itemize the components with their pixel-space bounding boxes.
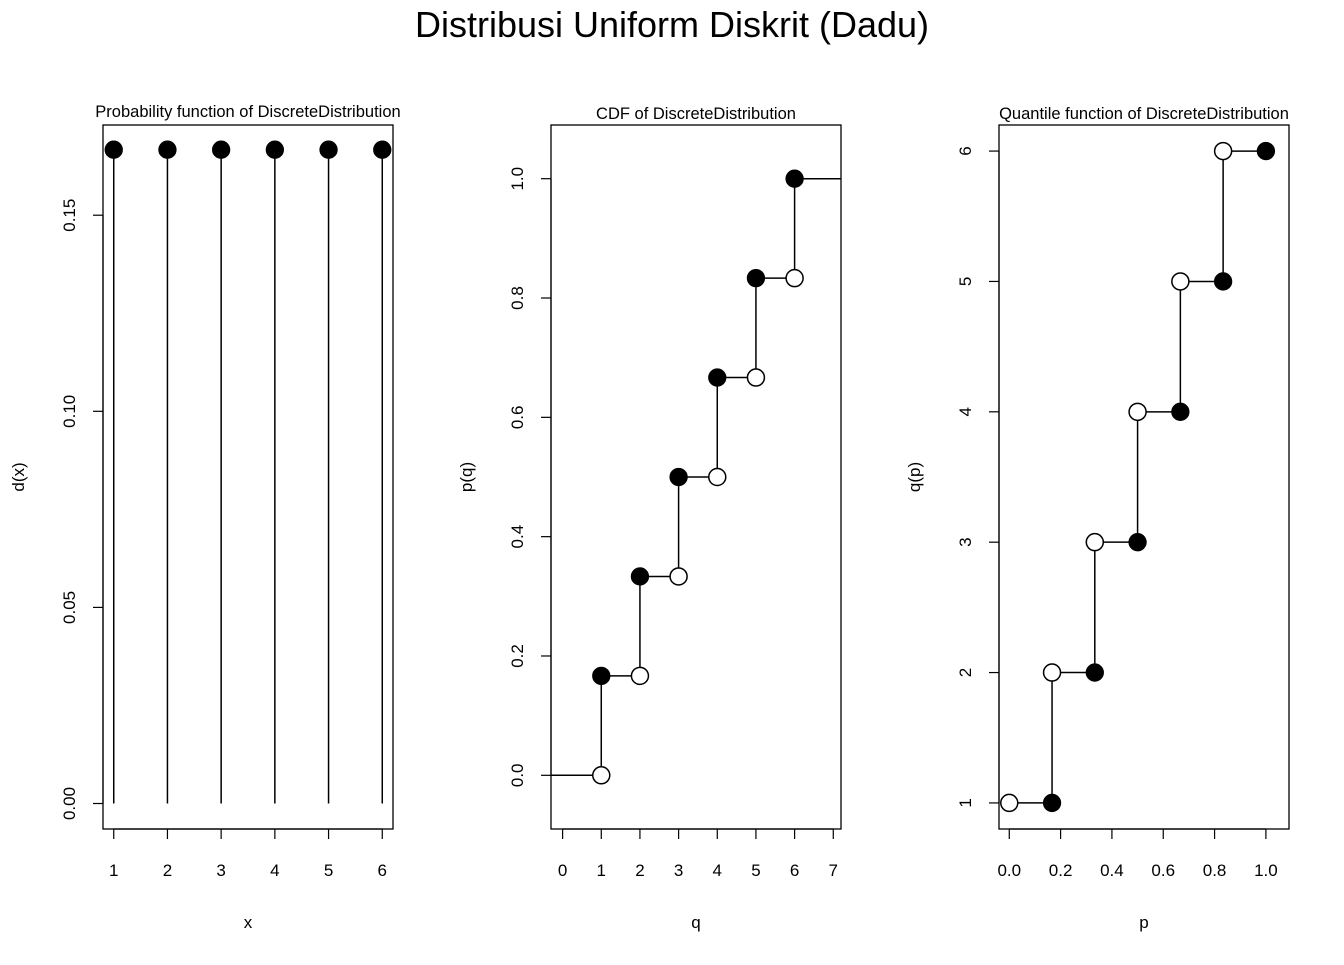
quantile-filled-point: [1042, 793, 1062, 813]
quantile-filled-point: [1128, 533, 1147, 552]
chart-title: Quantile function of DiscreteDistributio…: [999, 105, 1289, 123]
y-axis-label: p(q): [457, 462, 476, 492]
x-tick-label: 0.0: [997, 861, 1021, 880]
y-tick-label: 0.10: [60, 395, 79, 428]
x-axis: 1 2 3 4 5 6: [109, 828, 387, 880]
x-tick-label: 7: [829, 861, 838, 880]
quantile-filled-point: [1213, 272, 1233, 291]
y-tick-label: 0.2: [508, 644, 527, 668]
plot-frame: [998, 124, 1290, 830]
pmf-point: [373, 140, 392, 159]
quantile-open-point: [1128, 402, 1147, 422]
x-tick-label: 4: [713, 861, 722, 880]
chart-panels: Probability function of DiscreteDistribu…: [9, 103, 1290, 932]
x-axis-label: q: [691, 913, 700, 932]
x-tick-label: 6: [378, 861, 387, 880]
quantile-filled-point: [1256, 141, 1276, 161]
x-tick-label: 2: [635, 861, 644, 880]
pmf-point: [265, 140, 285, 159]
x-tick-label: 5: [324, 861, 333, 880]
cdf-open-point: [746, 368, 766, 387]
cdf-open-point: [785, 268, 804, 288]
y-tick-label: 1: [956, 798, 975, 807]
x-tick-label: 6: [790, 861, 799, 880]
quantile-open-point: [1213, 141, 1233, 161]
y-tick-label: 0.0: [508, 763, 527, 787]
y-tick-label: 1.0: [508, 167, 527, 191]
x-axis-label: x: [244, 913, 253, 932]
x-tick-label: 0: [558, 861, 567, 880]
x-tick-label: 0.2: [1049, 861, 1073, 880]
x-tick-label: 2: [163, 861, 172, 880]
cdf-open-point: [630, 666, 650, 686]
y-axis-label: d(x): [9, 462, 28, 491]
y-tick-label: 0.00: [60, 787, 79, 820]
chart-panel-3: Quantile function of DiscreteDistributio…: [905, 105, 1290, 932]
chart-panel-2: CDF of DiscreteDistribution q p(q) 0 1 2 3 4 5 6 7…: [457, 105, 842, 932]
quantile-filled-point: [1171, 402, 1190, 421]
cdf-filled-point: [708, 368, 727, 387]
figure-title: Distribusi Uniform Diskrit (Dadu): [415, 4, 929, 45]
pmf-point: [319, 140, 338, 159]
data-marks: [551, 169, 841, 785]
y-tick-label: 3: [956, 537, 975, 546]
x-axis: 0.0 0.2 0.4 0.6 0.8 1.0: [997, 828, 1278, 880]
quantile-open-point: [1171, 272, 1190, 291]
cdf-open-point: [669, 567, 688, 586]
y-axis-label: q(p): [905, 462, 924, 492]
y-axis: 1 2 3 4 5 6: [956, 146, 1000, 808]
y-tick-label: 6: [956, 146, 975, 155]
cdf-filled-point: [785, 169, 804, 188]
data-marks: [1000, 141, 1276, 813]
y-tick-label: 5: [956, 277, 975, 286]
cdf-open-point: [592, 766, 611, 785]
x-tick-label: 1: [597, 861, 606, 880]
x-axis-label: p: [1139, 913, 1148, 932]
x-tick-label: 3: [674, 861, 683, 880]
chart-title: Probability function of DiscreteDistribu…: [95, 103, 400, 121]
x-tick-label: 4: [270, 861, 279, 880]
y-axis: 0.0 0.2 0.4 0.6 0.8 1.0: [508, 167, 552, 787]
x-tick-label: 0.4: [1100, 861, 1124, 880]
quantile-open-point: [1042, 663, 1062, 682]
cdf-filled-point: [746, 268, 766, 288]
x-tick-label: 5: [751, 861, 760, 880]
y-tick-label: 4: [956, 407, 975, 416]
y-tick-label: 2: [956, 668, 975, 677]
y-axis: 0.00 0.05 0.10 0.15: [60, 199, 104, 820]
cdf-open-point: [708, 467, 727, 487]
x-tick-label: 1.0: [1254, 861, 1278, 880]
x-axis: 0 1 2 3 4 5 6 7: [558, 828, 838, 880]
x-tick-label: 1: [109, 861, 118, 880]
quantile-open-point: [1000, 793, 1019, 813]
pmf-point: [104, 140, 123, 159]
chart-title: CDF of DiscreteDistribution: [596, 105, 796, 123]
y-tick-label: 0.6: [508, 406, 527, 430]
y-tick-label: 0.05: [60, 591, 79, 624]
cdf-filled-point: [669, 467, 688, 487]
x-tick-label: 0.6: [1151, 861, 1175, 880]
x-tick-label: 3: [216, 861, 225, 880]
x-tick-label: 0.8: [1203, 861, 1227, 880]
y-tick-label: 0.15: [60, 199, 79, 232]
y-tick-label: 0.8: [508, 286, 527, 310]
plot-frame: [102, 124, 394, 830]
quantile-open-point: [1085, 532, 1105, 552]
cdf-filled-point: [592, 666, 611, 686]
chart-panel-1: Probability function of DiscreteDistribu…: [9, 103, 401, 932]
cdf-filled-point: [630, 567, 650, 586]
data-marks: [104, 140, 392, 804]
pmf-point: [211, 140, 231, 159]
pmf-point: [158, 140, 177, 159]
y-tick-label: 0.4: [508, 525, 527, 549]
quantile-filled-point: [1085, 663, 1104, 682]
